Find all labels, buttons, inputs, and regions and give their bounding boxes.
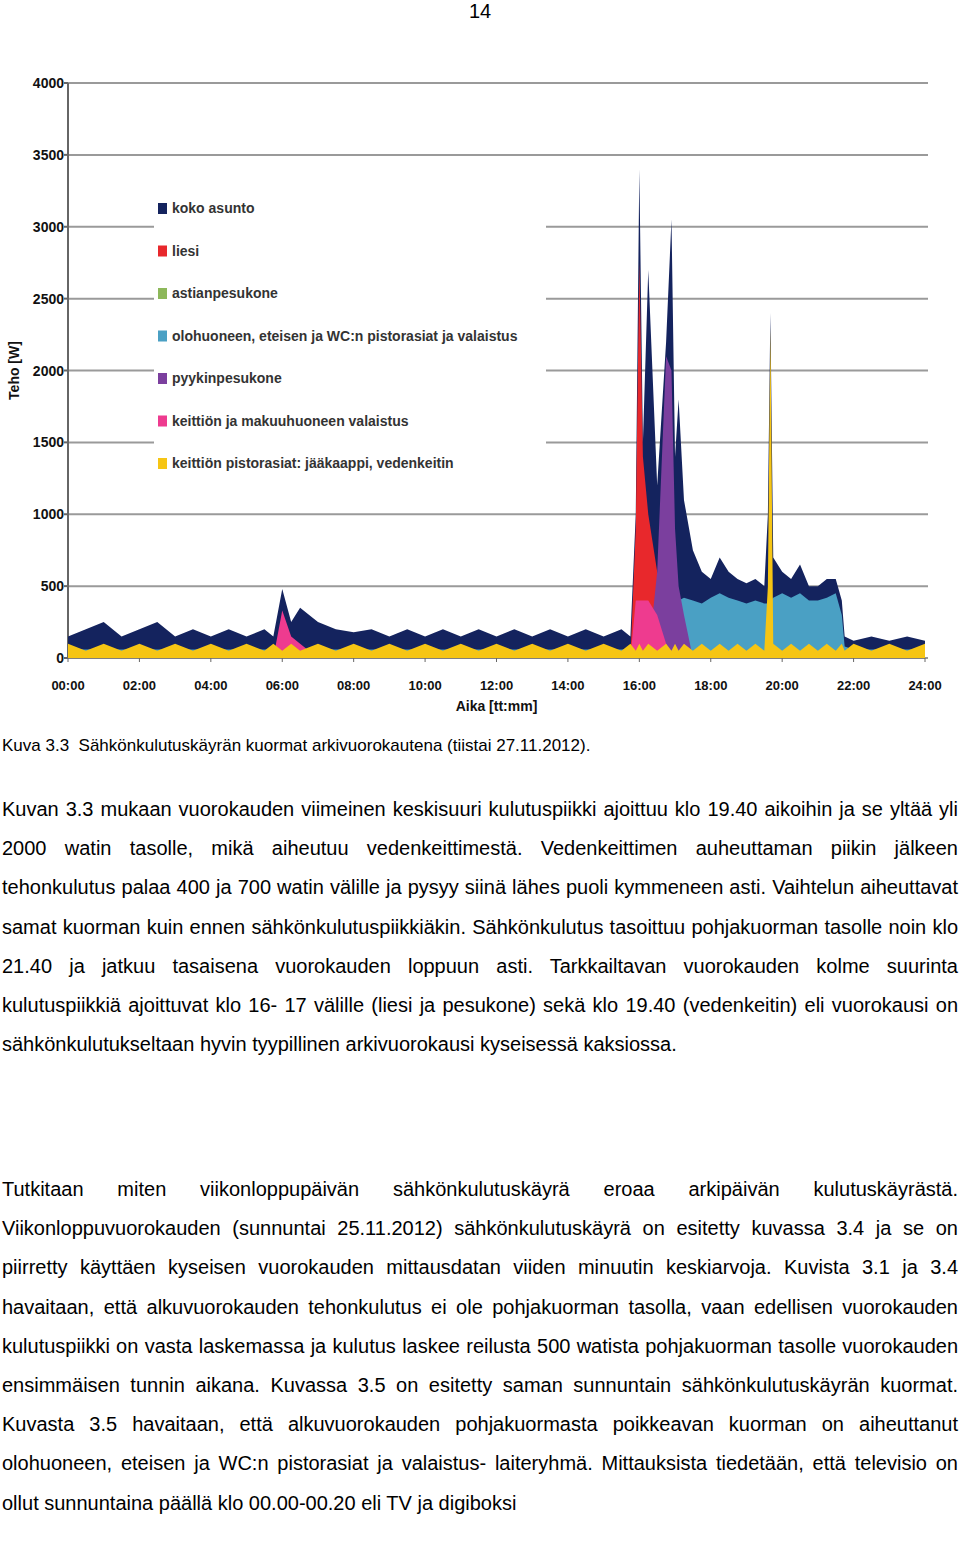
y-tick-label: 1500 [33,434,64,450]
x-tick-label: 20:00 [766,678,799,693]
tick-mark [425,658,426,662]
grid-line [68,513,928,515]
chart: 0 500 1000 1500 2000 2500 3000 3500 4000 00:00 02:… [0,0,960,730]
y-axis [67,83,69,658]
grid-line [68,82,928,84]
x-tick-label: 04:00 [194,678,227,693]
legend-label: keittiön pistorasiat: jääkaappi, vedenke… [172,455,454,471]
y-tick-label: 4000 [33,75,64,91]
tick-mark [567,658,568,662]
x-tick-label: 22:00 [837,678,870,693]
legend-swatch [158,246,167,257]
x-tick-label: 06:00 [266,678,299,693]
y-tick-label: 500 [41,578,65,594]
plot-area [68,169,925,658]
tick-mark [353,658,354,662]
y-tick-label: 3500 [33,147,64,163]
y-tick-label: 2500 [33,291,64,307]
x-tick-label: 14:00 [551,678,584,693]
area-series [68,169,925,658]
y-tick-label: 1000 [33,506,64,522]
legend-swatch [158,288,167,299]
x-tick-label: 02:00 [123,678,156,693]
tick-mark [853,658,854,662]
legend-label: koko asunto [172,200,254,216]
legend-label: keittiön ja makuuhuoneen valaistus [172,413,409,429]
legend-swatch [158,373,167,384]
legend-swatch [158,458,167,469]
paragraph: Tutkitaan miten viikonloppupäivän sähkön… [2,1170,958,1523]
tick-mark [710,658,711,662]
figure-caption: Kuva 3.3 Sähkönkulutuskäyrän kuormat ark… [2,736,958,756]
y-tick-label: 3000 [33,219,64,235]
legend: koko asunto liesi astianpesukone olohuoneen… [154,194,546,494]
tick-mark [782,658,783,662]
tick-mark [210,658,211,662]
x-tick-label: 12:00 [480,678,513,693]
paragraph: Kuvan 3.3 mukaan vuorokauden viimeinen k… [2,790,958,1064]
x-tick-label: 16:00 [623,678,656,693]
x-tick-label: 18:00 [694,678,727,693]
y-axis-label: Teho [W] [6,341,22,400]
grid-line [68,154,928,156]
x-tick-label: 00:00 [51,678,84,693]
x-tick-label: 24:00 [908,678,941,693]
legend-label: olohuoneen, eteisen ja WC:n pistorasiat … [172,328,518,344]
y-tick-label: 2000 [33,363,64,379]
legend-label: astianpesukone [172,285,278,301]
legend-swatch [158,416,167,427]
y-tick-label: 0 [56,650,64,666]
tick-mark [639,658,640,662]
x-tick-label: 08:00 [337,678,370,693]
tick-mark [139,658,140,662]
tick-mark [68,658,69,662]
legend-label: pyykinpesukone [172,370,282,386]
tick-mark [282,658,283,662]
legend-label: liesi [172,243,199,259]
tick-mark [496,658,497,662]
x-tick-label: 10:00 [408,678,441,693]
tick-mark [925,658,926,662]
x-axis-label: Aika [tt:mm] [456,698,538,714]
legend-swatch [158,203,167,214]
page-number: 14 [0,0,960,23]
legend-swatch [158,331,167,342]
